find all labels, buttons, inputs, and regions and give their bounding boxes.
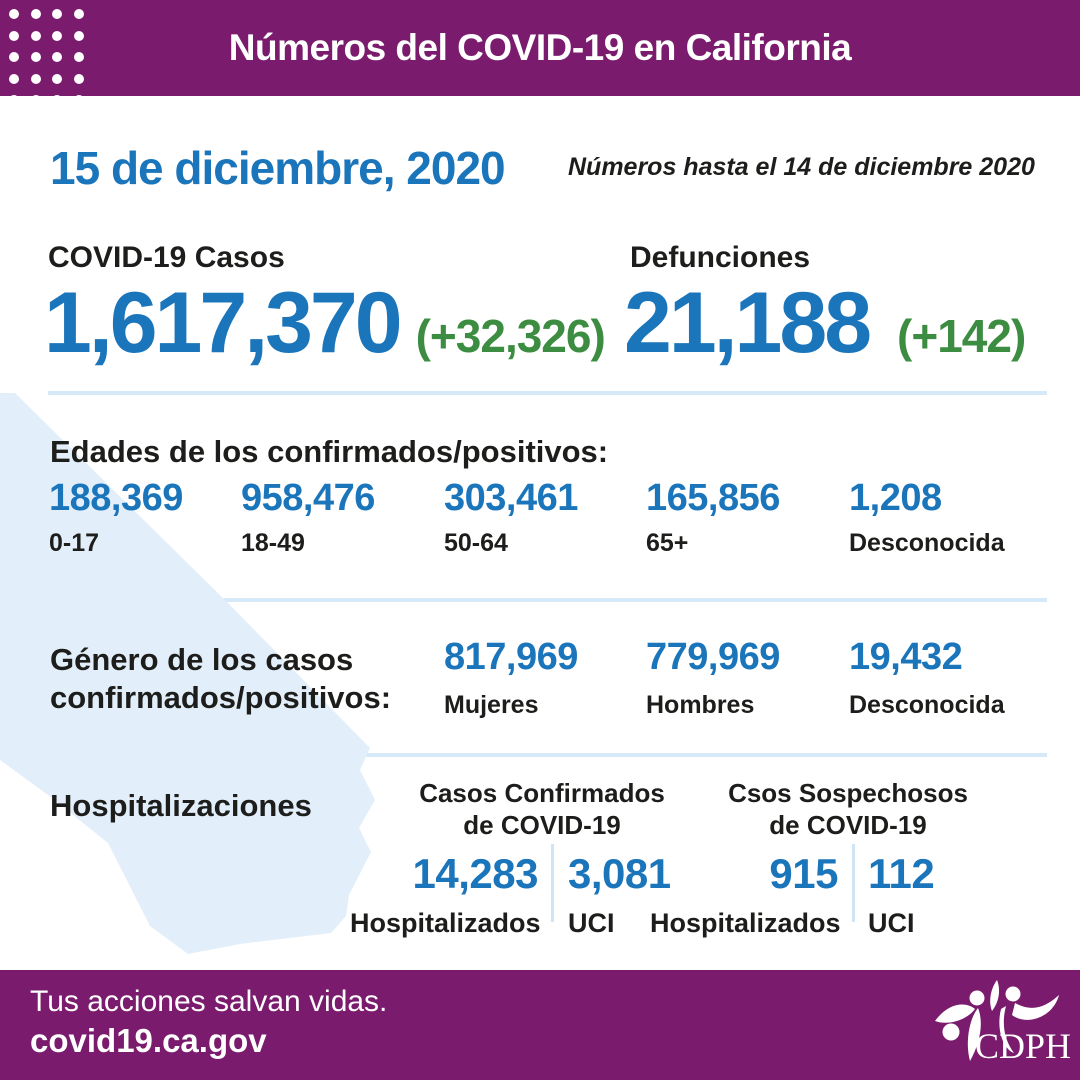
age-value: 1,208 bbox=[849, 477, 942, 519]
suspected-icu-stat: 112 UCI bbox=[868, 850, 935, 939]
age-value: 188,369 bbox=[49, 477, 183, 519]
california-map bbox=[0, 393, 375, 954]
logo-figure-head bbox=[969, 990, 985, 1006]
confirmed-cases-column-title: Casos Confirmados de COVID-19 bbox=[382, 777, 702, 841]
deaths-delta-value: (+142) bbox=[897, 310, 1026, 362]
cdph-logo: CDPH bbox=[935, 980, 1070, 1066]
gender-value: 817,969 bbox=[444, 636, 578, 678]
age-value: 958,476 bbox=[241, 477, 375, 519]
age-label: 50-64 bbox=[444, 529, 508, 557]
age-group-0-17: 188,369 0-17 bbox=[49, 477, 183, 558]
hospitalized-value: 915 bbox=[769, 850, 838, 897]
column-divider bbox=[551, 844, 554, 922]
cases-total-row: 1,617,370 (+32,326) bbox=[44, 275, 606, 371]
gender-label: Desconocida bbox=[849, 691, 1005, 719]
gender-heading-line2: confirmados/positivos: bbox=[50, 680, 392, 715]
title-line2: de COVID-19 bbox=[769, 810, 927, 840]
icu-value: 112 bbox=[868, 850, 935, 897]
icu-label: UCI bbox=[868, 908, 915, 938]
gender-unknown: 19,432 Desconocida bbox=[849, 636, 1005, 720]
suspected-hospitalized-stat: 915 Hospitalizados bbox=[650, 850, 841, 939]
age-value: 303,461 bbox=[444, 477, 578, 519]
hospitalized-value: 14,283 bbox=[412, 850, 539, 897]
divider-top bbox=[48, 391, 1047, 395]
header-bar: Números del COVID-19 en California bbox=[0, 0, 1080, 96]
divider-ages-gender bbox=[48, 598, 1047, 602]
cases-total-value: 1,617,370 bbox=[44, 275, 403, 371]
gender-section-heading: Género de los casos confirmados/positivo… bbox=[50, 641, 391, 717]
age-group-unknown: 1,208 Desconocida bbox=[849, 477, 1005, 558]
title-line1: Casos Confirmados bbox=[419, 778, 665, 808]
gender-women: 817,969 Mujeres bbox=[444, 636, 578, 720]
confirmed-icu-stat: 3,081 UCI bbox=[568, 850, 671, 939]
age-label: 0-17 bbox=[49, 529, 100, 557]
hospitalized-label: Hospitalizados bbox=[650, 908, 841, 938]
ages-section-heading: Edades de los confirmados/positivos: bbox=[50, 434, 609, 469]
icu-label: UCI bbox=[568, 908, 615, 938]
hospitalizations-heading: Hospitalizaciones bbox=[50, 788, 312, 823]
deaths-total-row: 21,188 (+142) bbox=[624, 275, 1026, 371]
gender-label: Mujeres bbox=[444, 691, 539, 719]
report-date: 15 de diciembre, 2020 bbox=[50, 142, 506, 194]
confirmed-hospitalized-stat: 14,283 Hospitalizados bbox=[350, 850, 541, 939]
footer-url: covid19.ca.gov bbox=[30, 1022, 267, 1059]
divider-gender-hosp bbox=[48, 753, 1047, 757]
age-label: 18-49 bbox=[241, 529, 305, 557]
title-line1: Csos Sospechosos bbox=[728, 778, 968, 808]
cases-delta-value: (+32,326) bbox=[415, 310, 606, 362]
gender-men: 779,969 Hombres bbox=[646, 636, 780, 720]
age-value: 165,856 bbox=[646, 477, 780, 519]
age-label: Desconocida bbox=[849, 529, 1005, 557]
footer-tagline: Tus acciones salvan vidas. bbox=[30, 985, 388, 1018]
gender-value: 19,432 bbox=[849, 636, 963, 678]
gender-label: Hombres bbox=[646, 691, 755, 719]
logo-figure-head bbox=[1005, 986, 1021, 1002]
logo-text: CDPH bbox=[975, 1026, 1070, 1066]
footer-bar: Tus acciones salvan vidas. covid19.ca.go… bbox=[0, 970, 1080, 1080]
hospitalized-label: Hospitalizados bbox=[350, 908, 541, 938]
gender-heading-line1: Género de los casos bbox=[50, 642, 354, 677]
as-of-note: Números hasta el 14 de diciembre 2020 bbox=[568, 153, 1035, 181]
age-group-65-plus: 165,856 65+ bbox=[646, 477, 780, 558]
page-title: Números del COVID-19 en California bbox=[228, 27, 852, 68]
suspected-cases-column-title: Csos Sospechosos de COVID-19 bbox=[688, 777, 1008, 841]
gender-value: 779,969 bbox=[646, 636, 780, 678]
deaths-total-value: 21,188 bbox=[624, 275, 872, 371]
column-divider bbox=[852, 844, 855, 922]
age-group-50-64: 303,461 50-64 bbox=[444, 477, 578, 558]
logo-dot bbox=[942, 1023, 960, 1041]
deaths-label: Defunciones bbox=[630, 241, 811, 274]
age-group-18-49: 958,476 18-49 bbox=[241, 477, 375, 558]
icu-value: 3,081 bbox=[568, 850, 671, 897]
age-label: 65+ bbox=[646, 529, 689, 557]
dots-pattern-decoration bbox=[9, 9, 99, 96]
title-line2: de COVID-19 bbox=[463, 810, 621, 840]
cases-label: COVID-19 Casos bbox=[48, 241, 285, 274]
